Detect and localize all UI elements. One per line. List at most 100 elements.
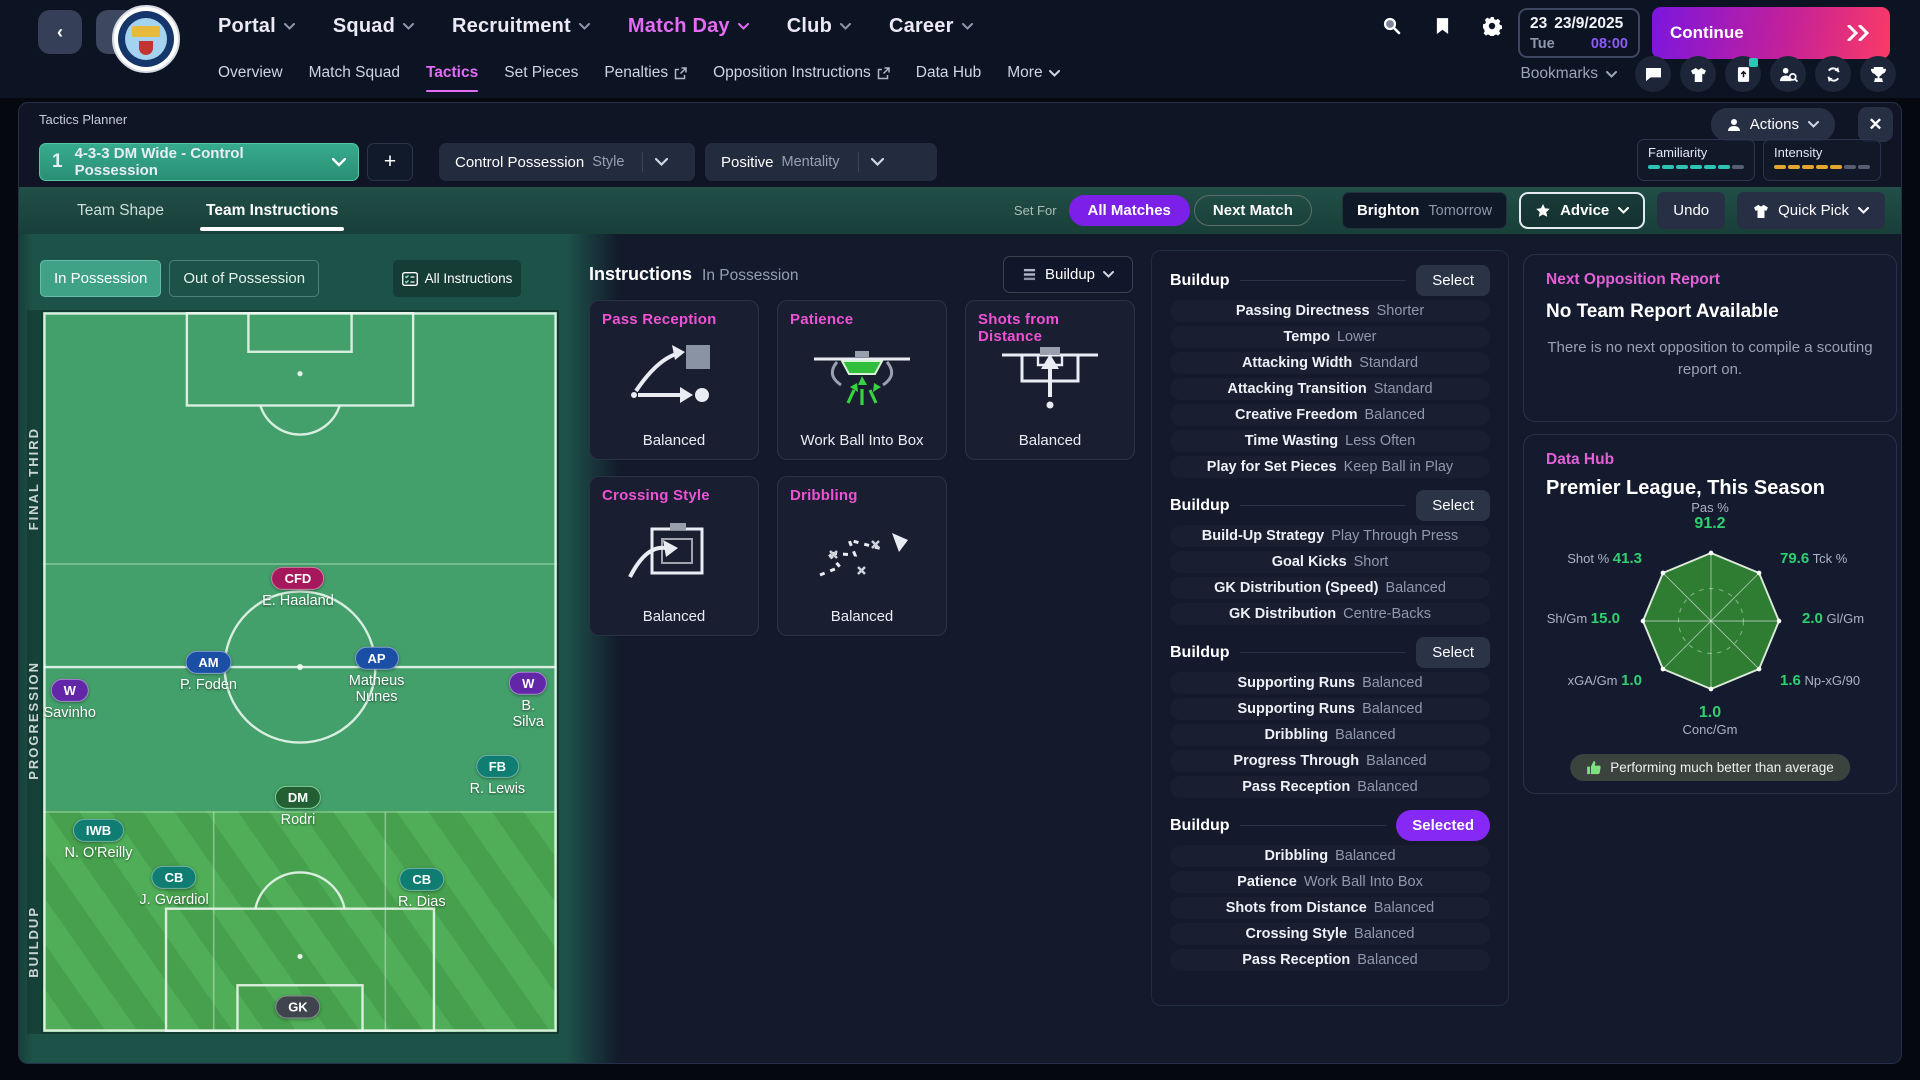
formation-dropdown[interactable]: 1 4-3-3 DM Wide - Control Possession bbox=[39, 143, 359, 181]
sub-nav-item-overview[interactable]: Overview bbox=[218, 52, 283, 94]
player-r-dias[interactable]: CB R. Dias bbox=[398, 867, 446, 910]
chevron-down-icon bbox=[403, 22, 415, 30]
instruction-row[interactable]: Goal Kicks Short bbox=[1170, 551, 1490, 573]
instruction-row[interactable]: Dribbling Balanced bbox=[1170, 845, 1490, 867]
data-hub-card[interactable]: Data Hub Premier League, This Season bbox=[1523, 434, 1897, 794]
instruction-row[interactable]: GK Distribution (Speed) Balanced bbox=[1170, 577, 1490, 599]
next-match-info[interactable]: Brighton Tomorrow bbox=[1341, 192, 1508, 229]
player-matheus-nunes[interactable]: AP Matheus Nunes bbox=[331, 646, 423, 705]
select-button[interactable]: Select bbox=[1416, 637, 1490, 668]
sub-nav-item-more[interactable]: More bbox=[1007, 52, 1060, 94]
instruction-card-pass-reception[interactable]: Pass Reception Balanced bbox=[589, 300, 759, 460]
club-crest[interactable] bbox=[112, 5, 180, 73]
instruction-row[interactable]: Attacking Width Standard bbox=[1170, 352, 1490, 374]
bookmarks-dropdown[interactable]: Bookmarks bbox=[1520, 65, 1617, 83]
player-role-badge: CB bbox=[151, 865, 197, 889]
player-r-lewis[interactable]: FB R. Lewis bbox=[470, 755, 525, 797]
player-name: J. Gvardiol bbox=[139, 891, 209, 908]
player-b-silva[interactable]: W B. Silva bbox=[509, 671, 548, 730]
instruction-row[interactable]: Progress Through Balanced bbox=[1170, 750, 1490, 772]
player-p-foden[interactable]: AM P. Foden bbox=[180, 650, 237, 693]
set-for-all-matches[interactable]: All Matches bbox=[1068, 195, 1190, 226]
continue-button[interactable]: Continue bbox=[1652, 7, 1890, 59]
all-instructions-button[interactable]: All Instructions bbox=[393, 260, 521, 297]
player-n-o-reilly[interactable]: IWB N. O'Reilly bbox=[64, 818, 133, 861]
instruction-row[interactable]: Attacking Transition Standard bbox=[1170, 378, 1490, 400]
scout-icon[interactable] bbox=[1770, 56, 1806, 92]
date-widget[interactable]: 23 23/9/2025 Tue 08:00 bbox=[1518, 8, 1640, 58]
instruction-row[interactable]: Build-Up Strategy Play Through Press bbox=[1170, 525, 1490, 547]
actions-button[interactable]: Actions bbox=[1710, 108, 1835, 141]
instruction-row[interactable]: Time Wasting Less Often bbox=[1170, 430, 1490, 452]
undo-button[interactable]: Undo bbox=[1657, 192, 1726, 229]
player-j-gvardiol[interactable]: CB J. Gvardiol bbox=[139, 865, 209, 908]
match-when: Tomorrow bbox=[1428, 202, 1493, 219]
sub-nav-item-tactics[interactable]: Tactics bbox=[425, 52, 479, 94]
report-icon[interactable] bbox=[1725, 56, 1761, 92]
instruction-row[interactable]: Shots from Distance Balanced bbox=[1170, 897, 1490, 919]
sub-nav-item-data-hub[interactable]: Data Hub bbox=[916, 52, 981, 94]
player-rodri[interactable]: DM Rodri bbox=[274, 786, 322, 828]
nav-item-portal[interactable]: Portal bbox=[218, 15, 295, 38]
instruction-row[interactable]: Supporting Runs Balanced bbox=[1170, 698, 1490, 720]
shirt-icon[interactable] bbox=[1680, 56, 1716, 92]
instruction-row[interactable]: Tempo Lower bbox=[1170, 326, 1490, 348]
nav-item-club[interactable]: Club bbox=[787, 15, 851, 38]
tab-team-shape[interactable]: Team Shape bbox=[77, 201, 165, 219]
instruction-row[interactable]: Patience Work Ball Into Box bbox=[1170, 871, 1490, 893]
phase-dropdown[interactable]: Buildup bbox=[1003, 256, 1133, 293]
instruction-row[interactable]: Supporting Runs Balanced bbox=[1170, 672, 1490, 694]
quick-pick-button[interactable]: Quick Pick bbox=[1737, 192, 1885, 229]
chat-icon[interactable] bbox=[1635, 56, 1671, 92]
set-for-next-match[interactable]: Next Match bbox=[1193, 195, 1312, 226]
bookmark-icon[interactable] bbox=[1428, 12, 1456, 40]
trophy-icon[interactable] bbox=[1860, 56, 1896, 92]
instruction-card-shots-from-distance[interactable]: Shots from Distance Balanced bbox=[965, 300, 1135, 460]
player-gk[interactable]: GK bbox=[275, 995, 321, 1019]
section-title: Buildup bbox=[1170, 816, 1230, 834]
instruction-row[interactable]: Passing Directness Shorter bbox=[1170, 300, 1490, 322]
nav-item-recruitment[interactable]: Recruitment bbox=[452, 15, 590, 38]
instruction-row[interactable]: Crossing Style Balanced bbox=[1170, 923, 1490, 945]
tab-out-of-possession[interactable]: Out of Possession bbox=[169, 260, 320, 297]
chevron-down-icon bbox=[1618, 207, 1630, 214]
nav-item-career[interactable]: Career bbox=[889, 15, 973, 38]
player-savinho[interactable]: W Savinho bbox=[44, 678, 96, 721]
selected-button[interactable]: Selected bbox=[1396, 810, 1490, 841]
back-button[interactable]: ‹ bbox=[38, 10, 82, 54]
instruction-card-dribbling[interactable]: Dribbling Balanced bbox=[777, 476, 947, 636]
instruction-card-patience[interactable]: Patience Work Ball Into Box bbox=[777, 300, 947, 460]
sync-icon[interactable] bbox=[1815, 56, 1851, 92]
instruction-row[interactable]: Pass Reception Balanced bbox=[1170, 776, 1490, 798]
instruction-row[interactable]: Play for Set Pieces Keep Ball in Play bbox=[1170, 456, 1490, 478]
settings-icon[interactable] bbox=[1478, 12, 1506, 40]
player-e-haaland[interactable]: CFD E. Haaland bbox=[262, 566, 334, 609]
instruction-row[interactable]: Dribbling Balanced bbox=[1170, 724, 1490, 746]
chevron-down-icon bbox=[1858, 207, 1869, 214]
select-button[interactable]: Select bbox=[1416, 490, 1490, 521]
nav-item-squad[interactable]: Squad bbox=[333, 15, 415, 38]
mentality-suffix: Mentality bbox=[781, 154, 840, 170]
advice-button[interactable]: Advice bbox=[1519, 192, 1646, 229]
close-icon[interactable]: ✕ bbox=[1858, 107, 1893, 142]
nav-item-match-day[interactable]: Match Day bbox=[628, 15, 749, 38]
search-icon[interactable] bbox=[1378, 12, 1406, 40]
sub-nav-item-penalties[interactable]: Penalties bbox=[604, 52, 687, 94]
radar-axis-label: Np-xG/90 bbox=[1804, 673, 1861, 688]
select-button[interactable]: Select bbox=[1416, 265, 1490, 296]
sub-nav-item-opposition-instructions[interactable]: Opposition Instructions bbox=[713, 52, 890, 94]
add-tactic-button[interactable]: + bbox=[367, 143, 413, 181]
tab-team-instructions[interactable]: Team Instructions bbox=[190, 187, 354, 234]
tab-in-possession[interactable]: In Possession bbox=[40, 260, 162, 297]
instruction-row[interactable]: Creative Freedom Balanced bbox=[1170, 404, 1490, 426]
pitch[interactable]: FINAL THIRD PROGRESSION BUILDUP CFD E. Haal… bbox=[26, 310, 559, 1034]
instruction-row[interactable]: GK Distribution Centre-Backs bbox=[1170, 603, 1490, 625]
mentality-dropdown[interactable]: Positive Mentality bbox=[705, 143, 937, 181]
radar-axis-label: Tck % bbox=[1812, 551, 1848, 566]
sub-nav-item-match-squad[interactable]: Match Squad bbox=[309, 52, 400, 94]
section-header: Buildup Selected bbox=[1170, 810, 1490, 841]
sub-nav-item-set-pieces[interactable]: Set Pieces bbox=[504, 52, 578, 94]
instruction-row[interactable]: Pass Reception Balanced bbox=[1170, 949, 1490, 971]
style-dropdown[interactable]: Control Possession Style bbox=[439, 143, 695, 181]
instruction-card-crossing-style[interactable]: Crossing Style Balanced bbox=[589, 476, 759, 636]
